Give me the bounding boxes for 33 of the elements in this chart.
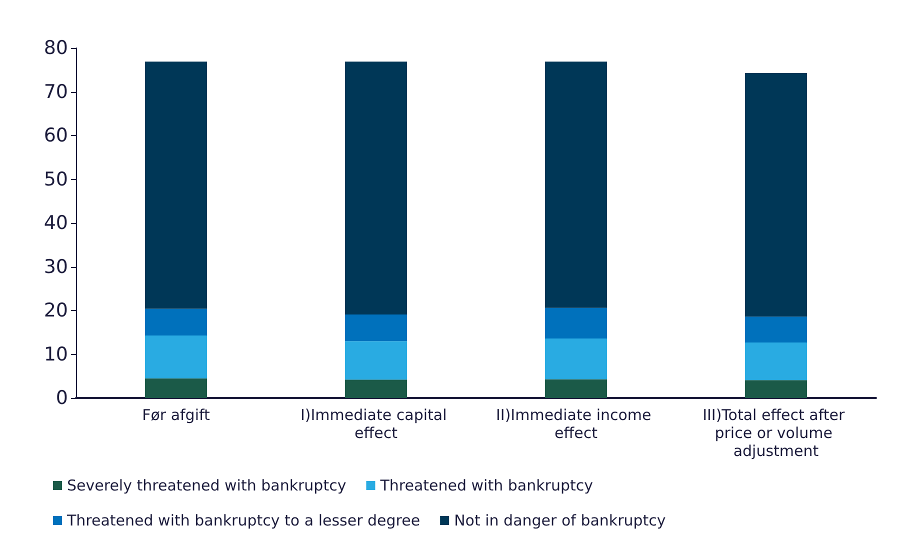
bar bbox=[145, 62, 207, 309]
x-tick-label: II)Immediate income effect bbox=[496, 406, 656, 442]
y-tick-label: 10 bbox=[44, 343, 68, 366]
bar bbox=[145, 378, 207, 398]
legend-label: Threatened with bankruptcy to a lesser degree bbox=[66, 512, 420, 530]
bar bbox=[545, 338, 607, 380]
y-tick-label: 40 bbox=[44, 212, 68, 234]
legend-label: Not in danger of bankruptcy bbox=[454, 512, 666, 530]
y-tick-label: 50 bbox=[44, 168, 68, 190]
bar bbox=[345, 62, 407, 314]
bar bbox=[545, 379, 607, 398]
y-tick-label: 60 bbox=[44, 124, 68, 146]
bar bbox=[345, 314, 407, 342]
bar bbox=[345, 341, 407, 380]
bar bbox=[745, 380, 807, 398]
bar bbox=[545, 62, 607, 308]
x-tick-label: III)Total effect after price or volume adjustment bbox=[702, 406, 850, 460]
bar bbox=[145, 335, 207, 378]
y-tick-label: 20 bbox=[44, 300, 68, 322]
legend-label: Threatened with bankruptcy bbox=[379, 476, 594, 494]
bar bbox=[745, 342, 807, 380]
y-tick-label: 30 bbox=[44, 256, 68, 278]
x-tick-label: I)Immediate capital effect bbox=[300, 406, 452, 442]
bar bbox=[345, 380, 407, 398]
bar bbox=[745, 316, 807, 342]
x-tick-label: Før afgift bbox=[142, 406, 210, 424]
bar bbox=[545, 308, 607, 338]
y-tick-label: 70 bbox=[44, 80, 68, 103]
bar bbox=[745, 72, 807, 317]
legend-label: Severely threatened with bankruptcy bbox=[67, 476, 346, 494]
y-tick-label: 0 bbox=[56, 387, 68, 409]
y-tick-label: 80 bbox=[44, 37, 68, 59]
bar bbox=[145, 308, 207, 336]
